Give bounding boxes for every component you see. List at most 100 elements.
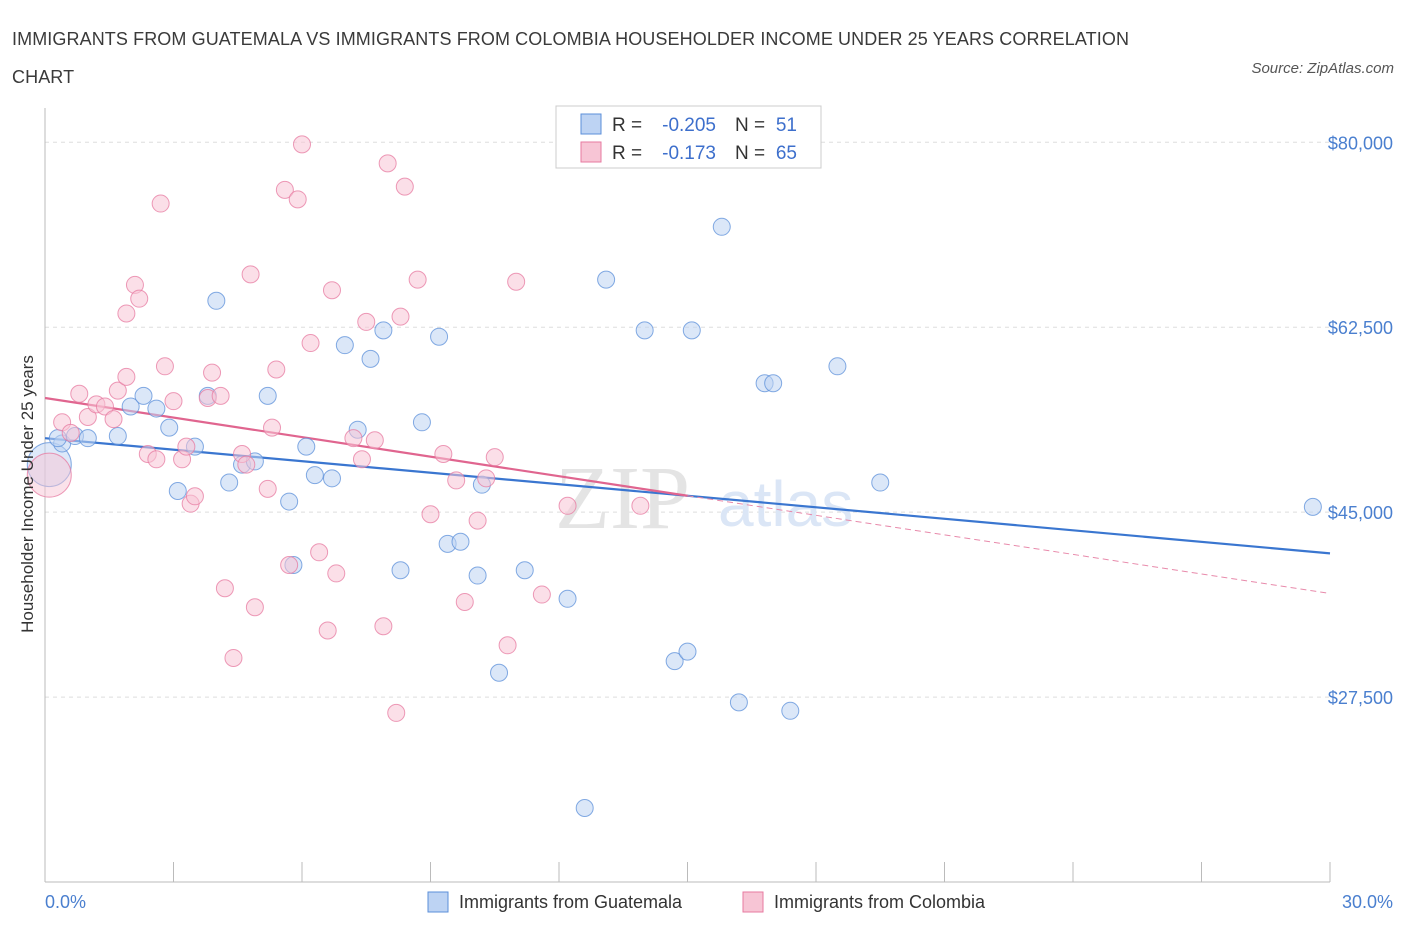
watermark-zip: ZIP [555,449,690,548]
data-point-guatemala [871,473,890,492]
bottom-legend-label: Immigrants from Guatemala [459,892,683,912]
trend-lines [44,396,1331,594]
data-point-guatemala [134,386,153,405]
data-point-colombia [558,496,577,515]
x-tick-labels: 0.0% 30.0% [45,892,1393,912]
data-point-colombia [374,617,393,636]
data-point-colombia [164,392,183,411]
data-point-guatemala [682,321,701,340]
x-tick-label-start: 0.0% [45,892,86,912]
data-point-colombia [130,289,149,308]
data-point-guatemala [451,532,470,551]
data-point-colombia [357,312,376,331]
legend-n-label: N = [735,143,765,164]
legend-n-value: 51 [776,115,797,136]
y-tick-label: $62,500 [1328,318,1393,338]
data-point-guatemala [78,429,97,448]
watermark: ZIP atlas [555,449,853,548]
data-point-guatemala [678,642,697,661]
legend-swatch [580,113,602,135]
data-point-colombia [507,272,526,291]
source-label: Source: ZipAtlas.com [1251,60,1394,77]
data-point-guatemala [280,492,299,511]
data-point-colombia [267,360,286,379]
bottom-legend: Immigrants from Guatemala Immigrants from… [427,891,986,913]
data-point-guatemala [207,291,226,310]
data-point-colombia [258,479,277,498]
data-point-colombia [327,564,346,583]
data-point-colombia [344,429,363,448]
data-point-guatemala [781,701,800,720]
legend-n-value: 65 [776,143,797,164]
data-point-guatemala [712,217,731,236]
data-points [26,135,1322,818]
data-point-guatemala [597,270,616,289]
data-point-colombia [421,505,440,524]
trend-line-colombia-dashed [687,495,1331,594]
legend-r-value: -0.205 [662,115,716,136]
y-tick-label: $80,000 [1328,133,1393,153]
gridlines [45,141,1330,698]
legend-swatch [580,141,602,163]
data-point-colombia [485,448,504,467]
data-point-colombia [263,418,282,437]
data-point-colombia [391,307,410,326]
data-point-colombia [215,579,234,598]
data-point-colombia [185,487,204,506]
data-point-guatemala [764,374,783,393]
data-point-colombia [468,511,487,530]
data-point-colombia [70,384,89,403]
data-point-guatemala [258,386,277,405]
data-point-guatemala [297,437,316,456]
data-point-guatemala [335,336,354,355]
data-point-guatemala [828,357,847,376]
data-point-colombia [378,154,397,173]
data-point-guatemala [305,466,324,485]
data-point-colombia [203,363,222,382]
data-point-guatemala [1303,497,1322,516]
data-point-guatemala [322,469,341,488]
data-point-colombia [117,304,136,323]
data-point-colombia [26,452,72,498]
data-point-colombia [387,703,406,722]
data-point-colombia [447,471,466,490]
data-point-guatemala [430,327,449,346]
data-point-guatemala [490,663,509,682]
data-point-colombia [211,386,230,405]
data-point-colombia [477,469,496,488]
data-point-colombia [275,180,294,199]
legend-r-value: -0.173 [662,143,716,164]
data-point-colombia [151,194,170,213]
data-point-colombia [310,543,329,562]
data-point-guatemala [220,473,239,492]
data-point-colombia [280,555,299,574]
data-point-colombia [61,423,80,442]
legend-n-label: N = [735,115,765,136]
data-point-colombia [95,397,114,416]
legend-r-label: R = [612,143,642,164]
data-point-guatemala [361,349,380,368]
data-point-colombia [434,445,453,464]
data-point-colombia [147,450,166,469]
data-point-guatemala [665,652,684,671]
data-point-colombia [245,598,264,617]
data-point-colombia [108,381,127,400]
data-point-colombia [301,334,320,353]
data-point-guatemala [121,397,140,416]
legend-r-label: R = [612,115,642,136]
data-point-guatemala [635,321,654,340]
data-point-colombia [177,437,196,456]
data-point-guatemala [558,589,577,608]
data-point-guatemala [147,399,166,418]
y-axis-label: Householder Income Under 25 years [18,355,37,633]
bottom-legend-swatch [742,891,764,913]
data-point-colombia [408,270,427,289]
data-point-guatemala [160,418,179,437]
bottom-legend-label: Immigrants from Colombia [774,892,986,912]
data-point-guatemala [412,413,431,432]
y-tick-labels: $80,000 $62,500 $45,000 $27,500 [1328,133,1393,708]
x-tick-label-end: 30.0% [1342,892,1393,912]
data-point-colombia [104,410,123,429]
data-point-colombia [241,265,260,284]
